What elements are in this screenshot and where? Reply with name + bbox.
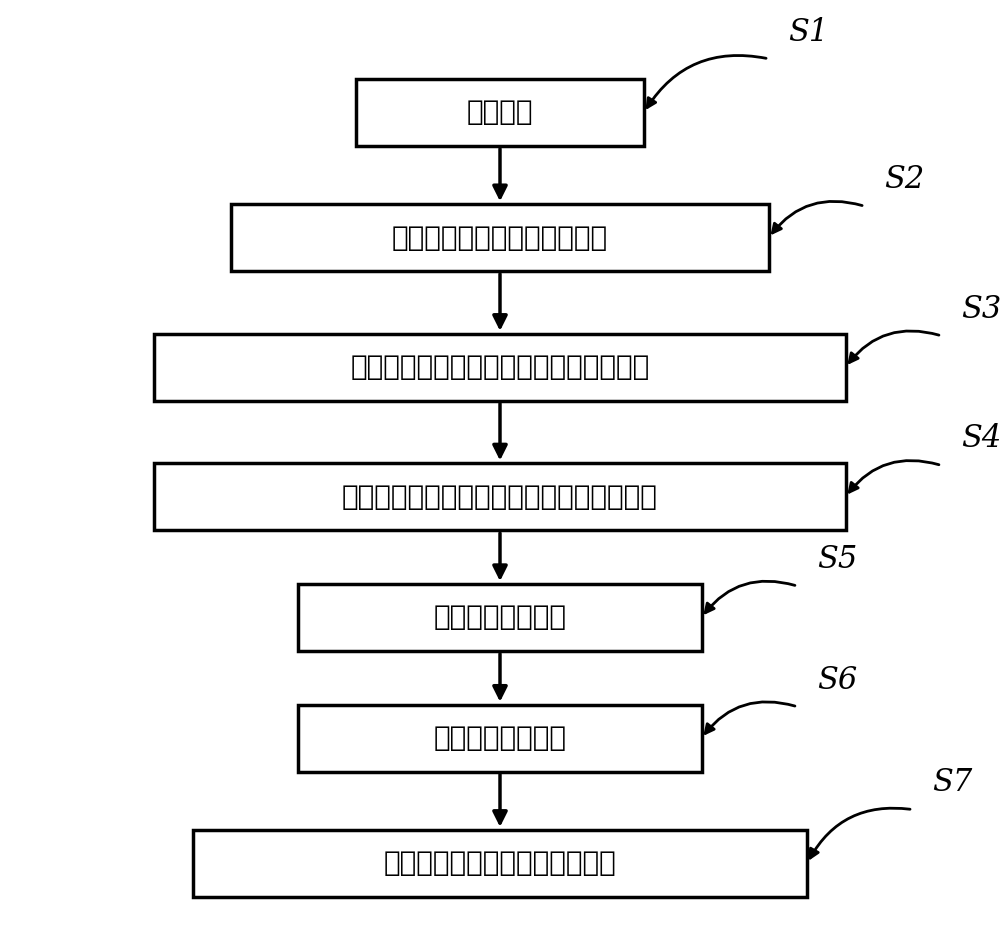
Text: 获得金属材料在超低温下的动态屈服强度: 获得金属材料在超低温下的动态屈服强度 — [350, 353, 650, 381]
Text: S4: S4 — [961, 424, 1000, 454]
Text: 试样准备: 试样准备 — [467, 99, 533, 127]
Text: 求解金属材料在超低温下的雨贡纽弹性极限: 求解金属材料在超低温下的雨贡纽弹性极限 — [342, 483, 658, 511]
Text: S6: S6 — [817, 665, 857, 695]
FancyBboxPatch shape — [231, 204, 769, 271]
Text: S7: S7 — [932, 767, 972, 798]
Text: S3: S3 — [961, 293, 1000, 325]
Text: 获取超低温处理最优工艺参数: 获取超低温处理最优工艺参数 — [392, 223, 608, 251]
FancyBboxPatch shape — [154, 333, 846, 400]
Text: S5: S5 — [817, 544, 857, 574]
Text: S1: S1 — [788, 17, 828, 47]
Text: S2: S2 — [884, 164, 924, 195]
Text: 开展超低温下激光喷丸强化处理: 开展超低温下激光喷丸强化处理 — [384, 849, 616, 877]
FancyBboxPatch shape — [193, 830, 807, 897]
Text: 获取激光能量参数: 获取激光能量参数 — [434, 724, 566, 752]
FancyBboxPatch shape — [298, 705, 702, 772]
FancyBboxPatch shape — [356, 79, 644, 146]
FancyBboxPatch shape — [298, 584, 702, 651]
Text: 求解激光功率密度: 求解激光功率密度 — [434, 603, 566, 631]
FancyBboxPatch shape — [154, 464, 846, 531]
